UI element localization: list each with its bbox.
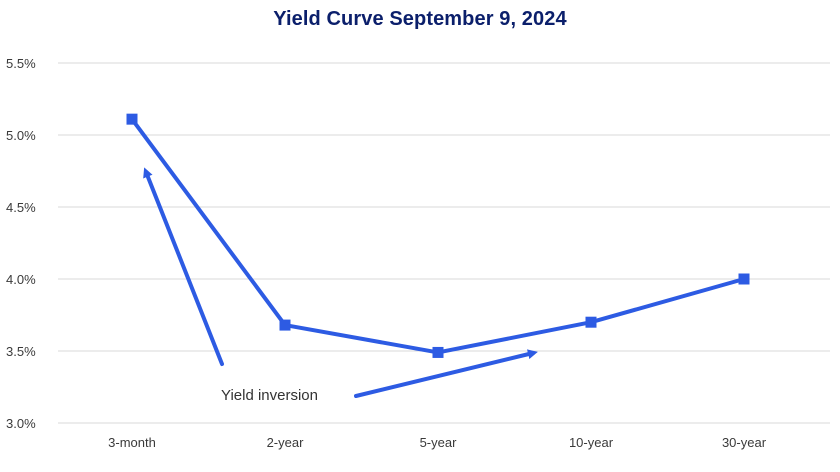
x-tick-label: 30-year [722, 435, 767, 450]
data-point-marker [126, 113, 138, 125]
x-tick-label: 2-year [267, 435, 305, 450]
data-point-marker [432, 346, 444, 358]
chart-title: Yield Curve September 9, 2024 [273, 8, 567, 30]
y-tick-label: 4.0% [6, 272, 36, 287]
annotation-arrow-left [143, 167, 224, 366]
series-line [130, 117, 746, 355]
data-point-marker [585, 316, 597, 328]
x-tick-label: 5-year [420, 435, 458, 450]
y-axis-ticks: 3.0% 3.5% 4.0% 4.5% 5.0% 5.5% [6, 56, 36, 431]
annotation-label-yield-inversion: Yield inversion [221, 387, 318, 404]
x-tick-label: 10-year [569, 435, 614, 450]
y-tick-label: 3.5% [6, 344, 36, 359]
x-axis-ticks: 3-month 2-year 5-year 10-year 30-year [108, 435, 767, 450]
annotation-group: Yield inversion [143, 167, 538, 404]
series-line-group [126, 113, 750, 358]
y-tick-label: 5.5% [6, 56, 36, 71]
y-tick-label: 4.5% [6, 200, 36, 215]
y-tick-label: 3.0% [6, 416, 36, 431]
data-point-marker [738, 273, 750, 285]
annotation-arrow-right [354, 349, 538, 398]
y-tick-label: 5.0% [6, 128, 36, 143]
data-point-marker [279, 319, 291, 331]
x-tick-label: 3-month [108, 435, 156, 450]
